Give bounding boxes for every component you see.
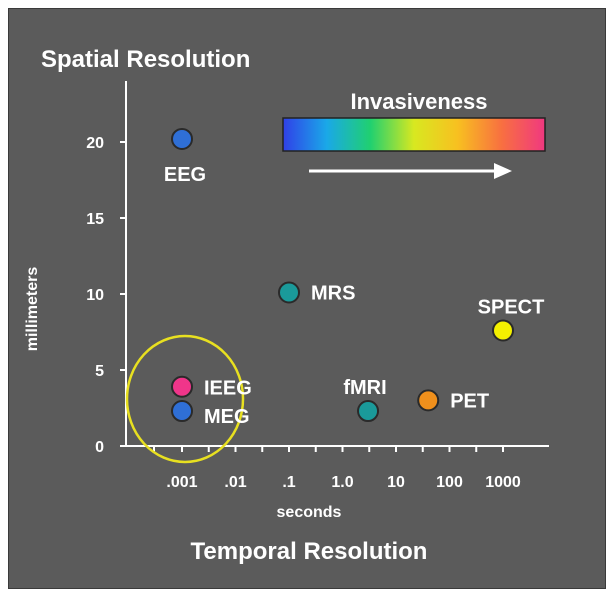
- chart-panel: Spatial Resolution Temporal Resolution s…: [8, 8, 606, 589]
- scatter-chart: Spatial Resolution Temporal Resolution s…: [24, 46, 549, 565]
- point-ieeg: [171, 375, 193, 398]
- point-spect: [492, 319, 514, 342]
- x-tick-label: .1: [282, 474, 295, 491]
- x-axis-label: seconds: [277, 504, 342, 521]
- point-fmri: [357, 400, 380, 423]
- legend-title: Invasiveness: [351, 89, 488, 114]
- point-label-mrs: MRS: [311, 282, 355, 304]
- x-tick-label: 1.0: [331, 474, 353, 491]
- legend-arrow-head: [494, 163, 512, 179]
- point-meg: [171, 400, 193, 423]
- point-pet: [417, 389, 440, 412]
- x-tick-label: 1000: [485, 474, 521, 491]
- y-tick-label: 5: [95, 363, 104, 380]
- invasiveness-gradient-bar: [282, 117, 546, 152]
- point-label-eeg: EEG: [164, 164, 206, 186]
- x-tick-label: 100: [436, 474, 463, 491]
- x-tick-label: .01: [224, 474, 246, 491]
- point-label-spect: SPECT: [478, 296, 545, 318]
- point-mrs: [278, 281, 300, 304]
- highlight-circle: [125, 334, 245, 464]
- point-label-ieeg: IEEG: [204, 378, 252, 400]
- point-label-pet: PET: [450, 390, 489, 412]
- point-label-meg: MEG: [204, 406, 250, 428]
- x-axis-title: Temporal Resolution: [191, 538, 428, 565]
- x-tick-label: 10: [387, 474, 405, 491]
- y-tick-label: 15: [86, 211, 104, 228]
- y-axis-label: millimeters: [24, 267, 41, 352]
- y-tick-label: 20: [86, 135, 104, 152]
- point-eeg: [171, 127, 193, 150]
- point-label-fmri: fMRI: [343, 377, 386, 399]
- chart-title: Spatial Resolution: [41, 46, 250, 73]
- x-tick-label: .001: [166, 474, 197, 491]
- y-tick-label: 0: [95, 439, 104, 456]
- y-tick-label: 10: [86, 287, 104, 304]
